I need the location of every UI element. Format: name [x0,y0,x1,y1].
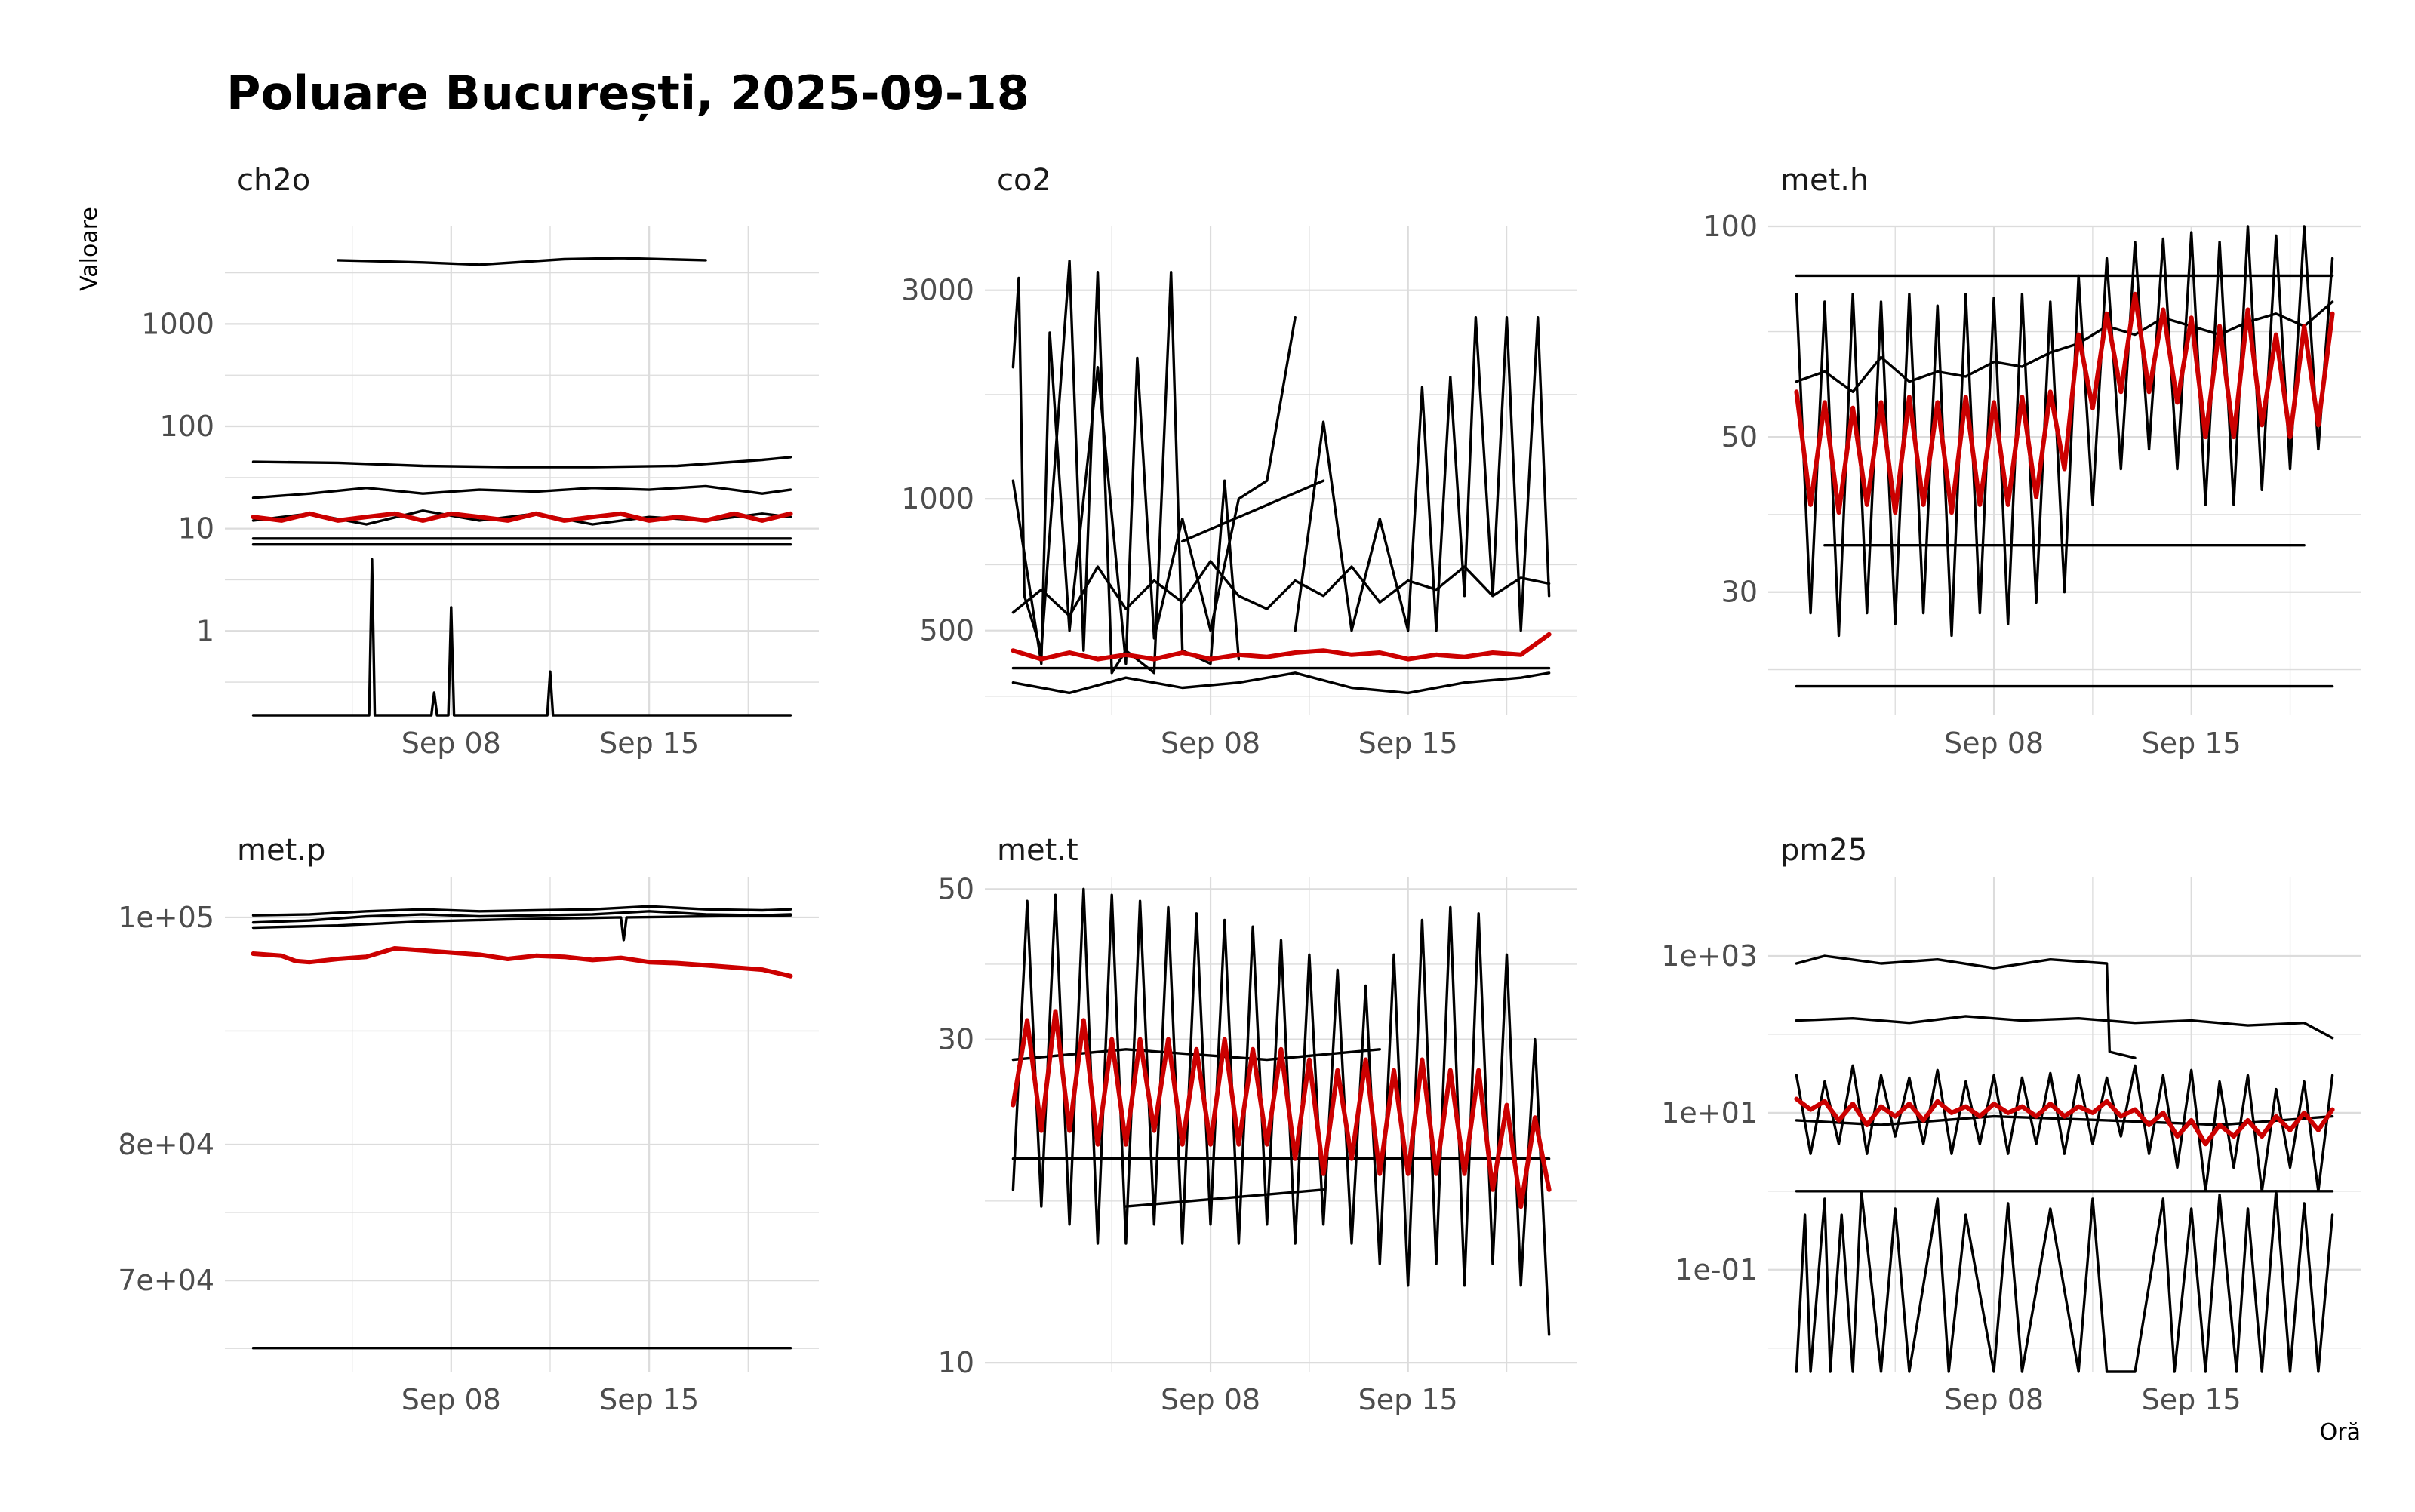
y-tick-label: 7e+04 [118,1264,214,1297]
panel-met-h: Sep 08 Sep 15 30 50 100 met.h [1703,163,2361,760]
sensor-line [251,558,792,717]
sensor-line [1124,1188,1325,1208]
x-tick-label: Sep 08 [401,1383,501,1416]
sensor-line [251,905,792,917]
mean-line [251,946,793,979]
sensor-line [1795,954,2137,1059]
mean-line [251,511,793,523]
x-tick-label: Sep 15 [2142,727,2241,760]
sensor-line [1011,316,1297,665]
panel-met-t: Sep 08 Sep 15 10 30 50 met.t [938,833,1577,1416]
y-tick-label: 50 [1721,420,1758,453]
x-tick-label: Sep 08 [1161,727,1260,760]
y-tick-label: 10 [178,512,214,545]
sensor-line [251,914,792,942]
x-axis-label: Oră [2320,1419,2361,1446]
y-tick-label: 1e+03 [1661,939,1758,973]
x-tick-label: Sep 15 [2142,1383,2241,1416]
sensor-line [1795,225,2334,638]
panel-label: co2 [997,163,1051,198]
y-tick-label: 1e+05 [118,901,214,934]
x-tick-label: Sep 08 [401,727,501,760]
panel-label: met.h [1780,163,1869,198]
y-tick-label: 100 [159,410,214,443]
panel-met-p: Sep 08 Sep 15 7e+04 8e+04 1e+05 met.p [118,833,819,1416]
y-tick-label: 1e+01 [1661,1096,1758,1129]
sensor-line [1795,1015,2334,1040]
y-tick-label: 30 [1721,576,1758,609]
sensor-line [1180,479,1325,543]
panel-ch2o: Sep 08 Sep 15 1 10 100 1000 ch2o [141,163,819,760]
sensor-line [1011,671,1551,695]
panel-pm25: Sep 08 Sep 15 1e-01 1e+01 1e+03 pm25 [1661,833,2361,1416]
sensor-line [1011,560,1551,617]
mean-line [1794,291,2335,515]
x-tick-label: Sep 15 [1358,1383,1458,1416]
x-tick-label: Sep 15 [1358,727,1458,760]
x-tick-label: Sep 15 [599,727,699,760]
y-tick-label: 50 [938,872,974,905]
y-axis-label: Valoare [76,207,103,291]
y-tick-label: 10 [938,1346,974,1379]
sensor-line [251,456,792,469]
x-tick-label: Sep 08 [1944,1383,2044,1416]
sensor-line [1795,1190,2334,1373]
panels: Sep 08 Sep 15 1 10 100 1000 ch2o Sep 08 Sep 15 50… [118,163,2361,1416]
y-tick-label: 1000 [141,307,214,340]
y-tick-label: 3000 [901,274,974,307]
sensor-line [337,257,707,266]
y-tick-label: 30 [938,1023,974,1056]
y-tick-label: 1e-01 [1675,1253,1758,1286]
mean-line [1011,632,1552,662]
panel-label: met.t [997,833,1078,868]
sensor-line [251,910,792,924]
mean-line [1794,1096,2335,1147]
sensor-line [251,484,792,499]
y-tick-label: 100 [1703,210,1758,243]
y-tick-label: 500 [919,614,974,647]
sensor-line [1294,316,1551,632]
panel-co2: Sep 08 Sep 15 500 1000 3000 co2 [901,163,1577,760]
x-tick-label: Sep 08 [1161,1383,1260,1416]
mean-line [1011,1009,1552,1209]
chart-title: Poluare București, 2025-09-18 [226,66,1029,121]
y-tick-label: 1 [196,614,214,647]
y-tick-label: 1000 [901,482,974,515]
x-tick-label: Sep 15 [599,1383,699,1416]
panel-label: ch2o [237,163,310,198]
sensor-line [1795,300,2334,393]
panel-label: met.p [237,833,325,868]
y-tick-label: 8e+04 [118,1128,214,1161]
panel-label: pm25 [1780,833,1867,868]
sensor-line [1795,1064,2334,1193]
x-tick-label: Sep 08 [1944,727,2044,760]
